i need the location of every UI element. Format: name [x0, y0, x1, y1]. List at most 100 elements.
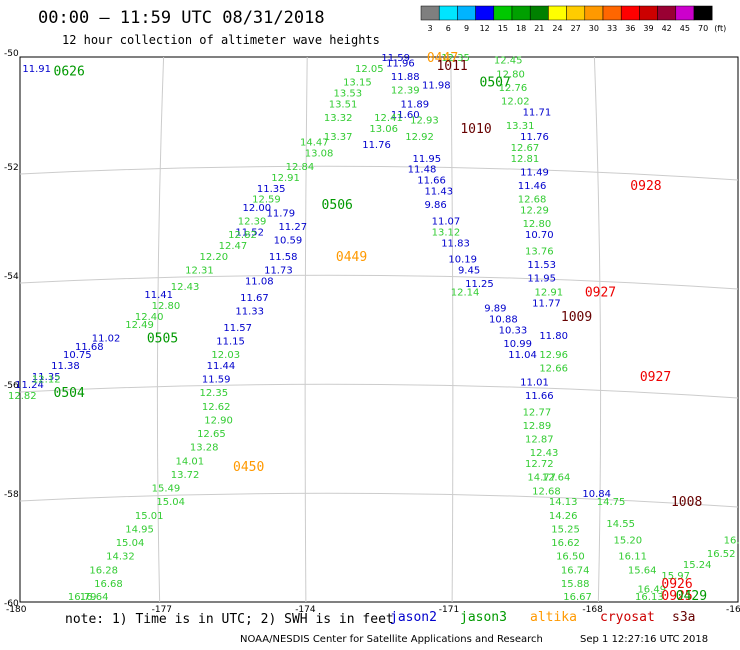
wave-height-value: 10.99: [503, 339, 532, 350]
wave-height-value: 11.07: [432, 217, 461, 228]
wave-height-value: 12.68: [518, 195, 547, 206]
color-swatch: [529, 5, 549, 21]
meridian-line: [156, 56, 165, 603]
color-swatch: [602, 5, 622, 21]
wave-height-value: 12.80: [152, 301, 181, 312]
y-tick-label: -50: [4, 49, 19, 59]
wave-height-value: 11.04: [508, 350, 537, 361]
wave-height-value: 12.43: [530, 448, 559, 459]
pass-time-label: 0429: [676, 589, 707, 604]
wave-height-value: 14.26: [549, 511, 578, 522]
wave-height-value: 16.62: [551, 538, 580, 549]
wave-height-value: 11.76: [362, 140, 391, 151]
wave-height-value: 11.96: [386, 58, 415, 69]
pass-time-label: 0927: [640, 370, 671, 385]
wave-height-value: 12.91: [535, 287, 564, 298]
meridian-line: [593, 56, 602, 603]
wave-height-value: 10.19: [448, 255, 477, 266]
wave-height-value: 12.87: [525, 435, 554, 446]
wave-height-value: 12.47: [219, 241, 248, 252]
color-scale-label: 70: [698, 24, 708, 33]
color-scale-unit: (ft): [714, 24, 726, 33]
wave-height-value: 11.68: [75, 342, 104, 353]
wave-height-value: 11.25: [465, 279, 494, 290]
wave-height-value: 12.00: [243, 203, 272, 214]
pass-time-label: 0925: [661, 589, 692, 604]
x-tick-label: -171: [439, 605, 459, 615]
wave-height-value: 10.33: [499, 326, 528, 337]
wave-height-value: 15.49: [152, 484, 181, 495]
wave-height-value: 9.86: [424, 200, 446, 211]
wave-height-value: 14.77: [527, 473, 556, 484]
wave-height-value: 11.67: [240, 293, 269, 304]
wave-height-value: 15.04: [156, 497, 185, 508]
y-tick-label: -60: [4, 599, 19, 609]
wave-height-value: 15.24: [683, 560, 712, 571]
wave-height-value: 12.93: [410, 116, 439, 127]
color-scale-label: 33: [607, 24, 617, 33]
wave-height-value: 13.32: [324, 113, 353, 124]
wave-height-value: 16.68: [94, 579, 123, 590]
pass-time-label: 0450: [233, 460, 264, 475]
wave-height-value: 9.45: [458, 266, 480, 277]
wave-height-value: 11.91: [22, 64, 51, 75]
wave-height-value: 13.37: [324, 132, 353, 143]
wave-height-value: 16.91: [724, 535, 740, 546]
wave-height-value: 16.64: [80, 592, 109, 603]
wave-height-value: 16.13: [635, 592, 664, 603]
wave-height-value: 12.02: [501, 97, 530, 108]
footnote: note: 1) Time is in UTC; 2) SWH is in fe…: [65, 612, 394, 627]
wave-height-value: 11.88: [391, 72, 420, 83]
wave-height-value: 11.57: [223, 323, 252, 334]
wave-height-value: 16.50: [556, 552, 585, 563]
wave-height-value: 11.43: [424, 187, 453, 198]
wave-height-value: 12.82: [8, 391, 37, 402]
wave-height-value: 13.12: [432, 227, 461, 238]
wave-height-value: 11.49: [520, 167, 549, 178]
wave-height-value: 11.08: [245, 276, 274, 287]
parallel-line: [19, 492, 739, 508]
wave-height-value: 11.95: [412, 154, 441, 165]
wave-height-value: 11.73: [264, 266, 293, 277]
wave-height-value: 11.80: [539, 331, 568, 342]
color-scale-label: 18: [516, 24, 526, 33]
wave-height-value: 12.03: [211, 350, 240, 361]
wave-height-value: 12.90: [204, 415, 233, 426]
color-scale-label: 21: [534, 24, 544, 33]
wave-height-value: 13.51: [329, 99, 358, 110]
wave-height-value: 12.65: [197, 429, 226, 440]
color-swatch: [639, 5, 658, 21]
wave-height-value: 12.45: [494, 56, 523, 67]
color-scale-label: 30: [589, 24, 599, 33]
x-tick-label: -177: [152, 605, 172, 615]
pass-time-label: 1008: [671, 495, 702, 510]
wave-height-value: 11.83: [441, 238, 470, 249]
wave-height-value: 12.64: [542, 473, 571, 484]
wave-height-value: 12.76: [499, 83, 528, 94]
wave-height-value: 12.72: [525, 459, 554, 470]
wave-height-value: 14.01: [176, 456, 205, 467]
wave-height-value: 12.31: [185, 266, 214, 277]
wave-height-value: 11.59: [381, 53, 410, 64]
wave-height-value: 11.02: [92, 334, 121, 345]
axis-ticks: -180 -177 -174 -171 -168 -16 -50 -52 -54 -56 -58 -6…: [4, 49, 740, 615]
color-swatch: [675, 5, 695, 21]
wave-height-value: 15.04: [116, 538, 145, 549]
wave-height-value: 16.52: [707, 549, 736, 560]
wave-height-value: 13.08: [305, 148, 334, 159]
wave-height-value: 12.43: [171, 282, 200, 293]
wave-height-value: 11.66: [525, 391, 554, 402]
wave-height-value: 11.24: [15, 380, 44, 391]
wave-height-value: 12.77: [523, 407, 552, 418]
wave-height-value: 16.49: [637, 584, 666, 595]
wave-height-value: 12.35: [441, 53, 470, 64]
wave-height-value: 12.05: [355, 64, 384, 75]
wave-height-value: 12.41: [374, 113, 403, 124]
wave-height-value: 11.33: [235, 306, 264, 317]
wave-height-value: 11.44: [207, 361, 236, 372]
color-swatch: [438, 5, 458, 21]
wave-height-value: 12.35: [199, 388, 228, 399]
wave-height-value: 10.70: [525, 230, 554, 241]
